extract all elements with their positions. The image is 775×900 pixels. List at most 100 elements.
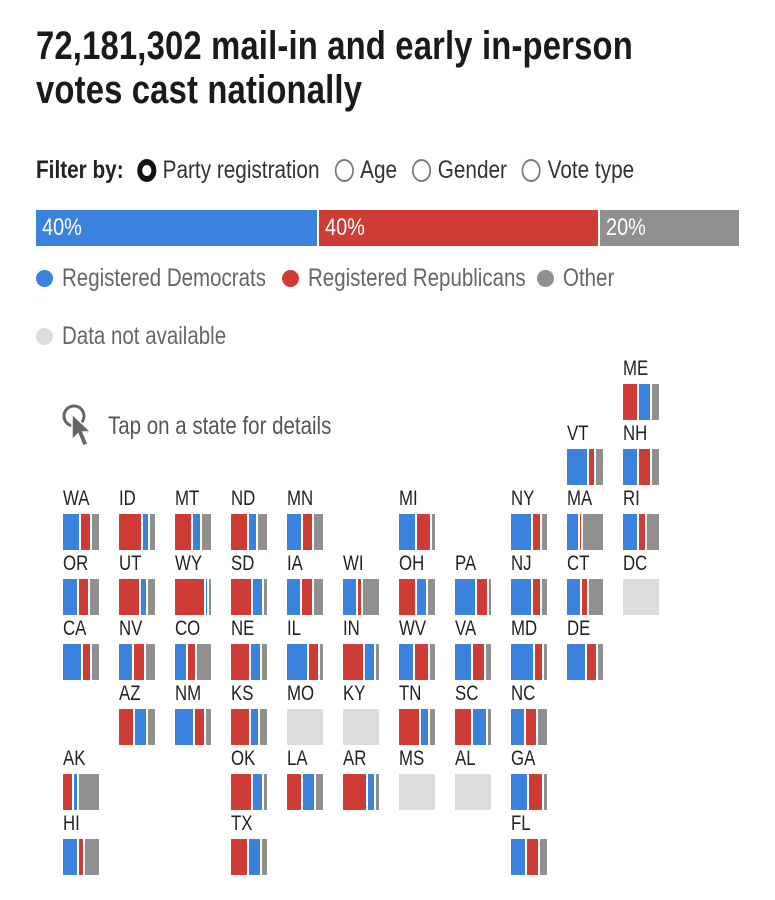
state-tile-mn[interactable]: MN [287,488,327,550]
state-tile-pa[interactable]: PA [455,553,495,615]
state-tile-wy[interactable]: WY [175,553,215,615]
state-tile-hi[interactable]: HI [63,813,103,875]
state-segment-dem [63,644,81,680]
state-code: AL [455,747,476,770]
state-tile-nd[interactable]: ND [231,488,271,550]
state-code: DC [623,552,648,575]
state-code: NH [623,422,648,445]
state-segment-other [649,384,659,420]
legend-dot-not-available [36,328,53,345]
state-tile-ma[interactable]: MA [567,488,607,550]
state-chip [119,579,155,615]
state-code: NC [511,682,536,705]
state-tile-ct[interactable]: CT [567,553,607,615]
state-segment-rep [527,774,542,810]
state-tile-nc[interactable]: NC [511,682,551,745]
state-code: AZ [119,682,141,705]
state-tile-az[interactable]: AZ [119,682,159,745]
state-code: WI [343,552,364,575]
state-tile-ca[interactable]: CA [63,618,103,680]
state-segment-rep [413,644,428,680]
state-tile-ok[interactable]: OK [231,748,271,810]
state-segment-dem [250,579,262,615]
state-tile-fl[interactable]: FL [511,813,551,875]
state-tile-oh[interactable]: OH [399,553,439,615]
state-tile-ri[interactable]: RI [623,488,663,550]
state-segment-rep [343,774,367,810]
state-tile-co[interactable]: CO [175,618,215,680]
state-tile-de[interactable]: DE [567,618,607,680]
state-segment-rep [231,579,251,615]
state-tile-tn[interactable]: TN [399,683,439,745]
state-tile-mt[interactable]: MT [175,488,215,550]
state-tile-vt[interactable]: VT [567,423,607,485]
state-code: GA [511,747,536,770]
state-code: VA [455,617,477,640]
state-tile-or[interactable]: OR [63,553,103,615]
state-tile-il[interactable]: IL [287,618,327,680]
state-segment-dem [140,514,148,550]
state-segment-rep [77,579,89,615]
state-tile-ky[interactable]: KY [343,683,383,745]
state-tile-ny[interactable]: NY [511,488,551,550]
state-tile-mi[interactable]: MI [399,488,439,550]
state-tile-dc[interactable]: DC [623,552,663,615]
state-tile-sc[interactable]: SC [455,683,495,745]
filter-option-vote-type[interactable]: Vote type [521,156,634,185]
state-code: MD [511,617,538,640]
state-segment-rep [79,514,90,550]
state-tile-wi[interactable]: WI [343,552,383,615]
state-segment-other [649,449,659,485]
state-tile-me[interactable]: ME [623,358,663,420]
state-tile-sd[interactable]: SD [231,553,271,615]
state-code: WA [63,487,90,510]
state-tile-mo[interactable]: MO [287,683,327,745]
state-segment-other [427,709,435,745]
state-tile-id[interactable]: ID [119,488,159,550]
state-tile-wv[interactable]: WV [399,618,439,680]
legend-label: Other [563,264,615,292]
state-chip [343,774,379,810]
state-chip [343,644,379,680]
state-tile-ar[interactable]: AR [343,748,383,810]
state-chip [175,644,211,680]
state-tile-wa[interactable]: WA [63,487,103,550]
state-segment-dem [287,644,307,680]
state-chip [63,514,99,550]
state-segment-rep [185,644,195,680]
state-tile-in[interactable]: IN [343,618,383,680]
state-segment-dem [343,579,356,615]
state-segment-rep [637,449,650,485]
state-segment-other [313,774,323,810]
state-tile-nh[interactable]: NH [623,422,663,485]
state-segment-rep [455,709,472,745]
legend-label: Data not available [62,322,227,350]
state-chip [567,644,603,680]
state-tile-ga[interactable]: GA [511,747,551,810]
filter-option-age[interactable]: Age [334,156,397,185]
state-tile-ut[interactable]: UT [119,553,159,615]
state-chip-no-data [623,579,659,615]
state-tile-nj[interactable]: NJ [511,553,551,615]
state-chip [623,449,659,485]
state-chip [175,514,211,550]
state-tile-ne[interactable]: NE [231,618,271,680]
state-tile-ms[interactable]: MS [399,748,439,810]
legend-item-not-available: Data not available [36,322,262,351]
state-tile-la[interactable]: LA [287,748,327,810]
state-tile-ia[interactable]: IA [287,553,327,615]
state-tile-al[interactable]: AL [455,747,495,810]
state-tile-nm[interactable]: NM [175,683,215,745]
state-tile-md[interactable]: MD [511,617,551,680]
filter-option-gender[interactable]: Gender [412,156,507,185]
filter-bar: Filter by: Party registration Age Gender… [36,153,649,187]
state-chip [287,514,323,550]
state-tile-nv[interactable]: NV [119,618,159,680]
state-tile-ak[interactable]: AK [63,748,103,810]
state-tile-va[interactable]: VA [455,617,495,680]
state-tile-tx[interactable]: TX [231,813,271,875]
state-tile-ks[interactable]: KS [231,683,271,745]
filter-option-party-registration[interactable]: Party registration [136,156,319,185]
state-segment-dem [133,709,146,745]
state-segment-rep [231,839,248,875]
